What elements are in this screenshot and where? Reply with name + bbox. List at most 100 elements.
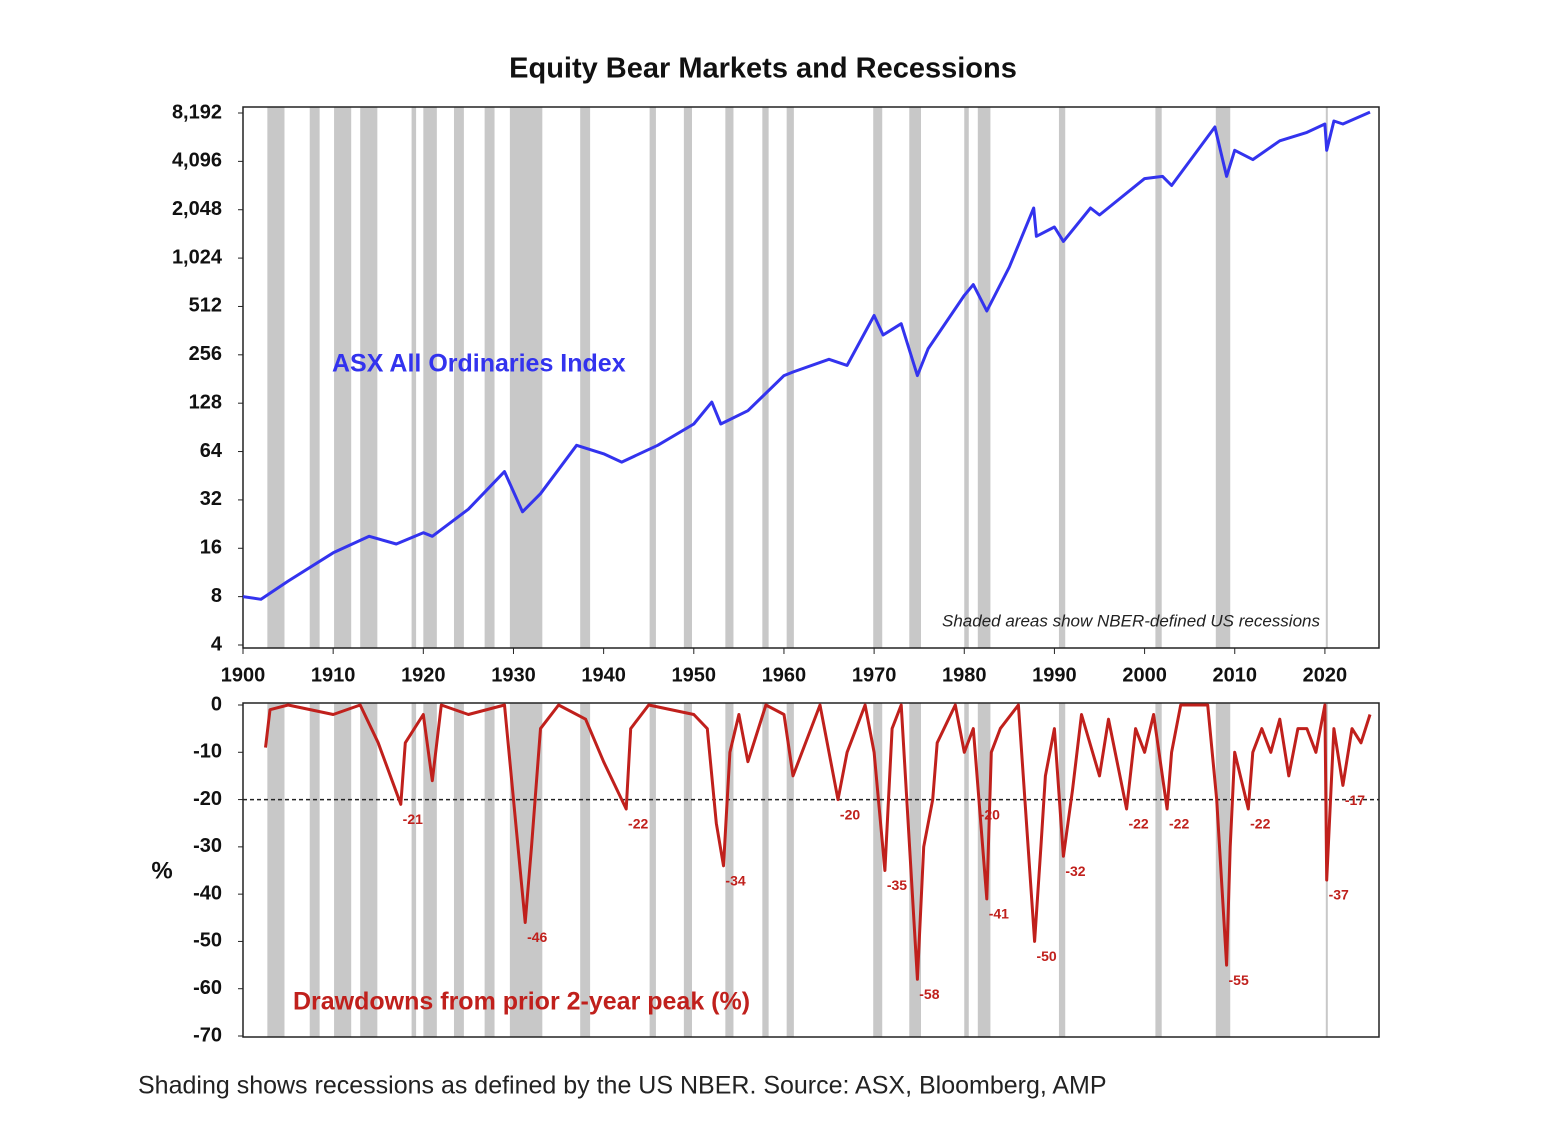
trough-label: -55: [1229, 972, 1249, 988]
plot-frame: [242, 702, 1380, 1038]
y-tick-label: 256: [189, 343, 222, 365]
series-label: ASX All Ordinaries Index: [332, 350, 626, 378]
trough-label: -20: [980, 806, 1000, 822]
y-tick-label: -60: [193, 977, 222, 999]
recession-band: [423, 703, 437, 1037]
recession-band: [309, 107, 320, 648]
recession-band: [1215, 107, 1231, 648]
y-axis-label: %: [151, 857, 172, 884]
recession-band: [725, 107, 734, 648]
y-tick-label: -10: [193, 741, 222, 763]
y-tick-label: 128: [189, 391, 222, 413]
y-tick-label: 0: [211, 693, 222, 715]
recession-band: [683, 107, 692, 648]
x-tick-label: 1990: [1032, 664, 1077, 686]
plot-frame: [242, 106, 1380, 649]
recession-band: [267, 107, 285, 648]
trough-label: -46: [527, 929, 547, 945]
recession-band: [1325, 107, 1328, 648]
y-tick-label: -70: [193, 1024, 222, 1046]
chart-title: Equity Bear Markets and Recessions: [509, 53, 1017, 85]
caption: Shading shows recessions as defined by t…: [138, 1072, 1107, 1100]
x-tick-label: 2000: [1122, 664, 1167, 686]
y-tick-label: -40: [193, 882, 222, 904]
y-tick-label: 32: [200, 488, 222, 510]
y-tick-label: 2,048: [172, 198, 222, 220]
recession-band: [309, 703, 320, 1037]
recession-band: [360, 703, 378, 1037]
recession-band: [334, 107, 352, 648]
y-tick-label: 4,096: [172, 150, 222, 172]
series-line: [242, 110, 1371, 601]
recession-band: [873, 107, 883, 648]
trough-label: -50: [1036, 948, 1056, 964]
x-tick-label: 1980: [942, 664, 987, 686]
x-tick-label: 2010: [1212, 664, 1257, 686]
y-tick-label: 8,192: [172, 101, 222, 123]
series-label: Drawdowns from prior 2-year peak (%): [293, 988, 750, 1016]
trough-label: -41: [989, 906, 1009, 922]
recession-band: [411, 107, 417, 648]
trough-label: -34: [725, 872, 745, 888]
recession-band: [509, 107, 543, 648]
trough-label: -32: [1065, 863, 1085, 879]
trough-label: -37: [1329, 887, 1349, 903]
recession-band: [453, 703, 464, 1037]
recession-band: [649, 703, 656, 1037]
recession-band: [786, 703, 794, 1037]
annotation: Shaded areas show NBER-defined US recess…: [942, 611, 1320, 630]
y-tick-label: 16: [200, 537, 222, 559]
y-tick-label: 64: [200, 440, 223, 462]
x-tick-label: 1960: [762, 664, 807, 686]
recession-band: [267, 703, 285, 1037]
recession-band: [964, 703, 969, 1037]
recession-band: [725, 703, 734, 1037]
y-tick-label: 8: [211, 585, 222, 607]
recession-band: [1155, 703, 1162, 1037]
recession-band: [580, 107, 591, 648]
x-tick-label: 1920: [401, 664, 446, 686]
x-tick-label: 1910: [311, 664, 356, 686]
recession-band: [411, 703, 417, 1037]
y-tick-label: 1,024: [172, 246, 223, 268]
x-tick-label: 1930: [491, 664, 536, 686]
x-tick-label: 1950: [672, 664, 717, 686]
recession-band: [484, 703, 495, 1037]
recession-band: [334, 703, 352, 1037]
recession-band: [484, 107, 495, 648]
recession-band: [360, 107, 378, 648]
trough-label: -58: [919, 986, 939, 1002]
trough-label: -17: [1345, 792, 1365, 808]
recession-band: [964, 107, 969, 648]
recession-band: [909, 107, 921, 648]
x-tick-label: 1970: [852, 664, 897, 686]
y-tick-label: 512: [189, 295, 222, 317]
recession-band: [873, 703, 883, 1037]
recession-band: [762, 107, 769, 648]
recession-band: [762, 703, 769, 1037]
series-line: [264, 703, 1372, 981]
recession-band: [423, 107, 437, 648]
x-tick-label: 1940: [581, 664, 626, 686]
y-tick-label: -20: [193, 788, 222, 810]
trough-label: -22: [1169, 816, 1189, 832]
trough-label: -21: [403, 811, 423, 827]
recession-band: [1058, 703, 1066, 1037]
recession-band: [909, 703, 921, 1037]
trough-label: -22: [1250, 816, 1270, 832]
recession-band: [683, 703, 692, 1037]
trough-label: -20: [840, 806, 860, 822]
recession-band: [977, 107, 991, 648]
trough-label: -35: [887, 877, 907, 893]
trough-label: -22: [1128, 816, 1148, 832]
trough-label: -22: [628, 816, 648, 832]
y-tick-label: 4: [211, 633, 223, 655]
y-tick-label: -30: [193, 835, 222, 857]
recession-band: [1155, 107, 1162, 648]
recession-band: [453, 107, 464, 648]
recession-band: [649, 107, 656, 648]
recession-band: [580, 703, 591, 1037]
x-tick-label: 2020: [1303, 664, 1348, 686]
recession-band: [786, 107, 794, 648]
